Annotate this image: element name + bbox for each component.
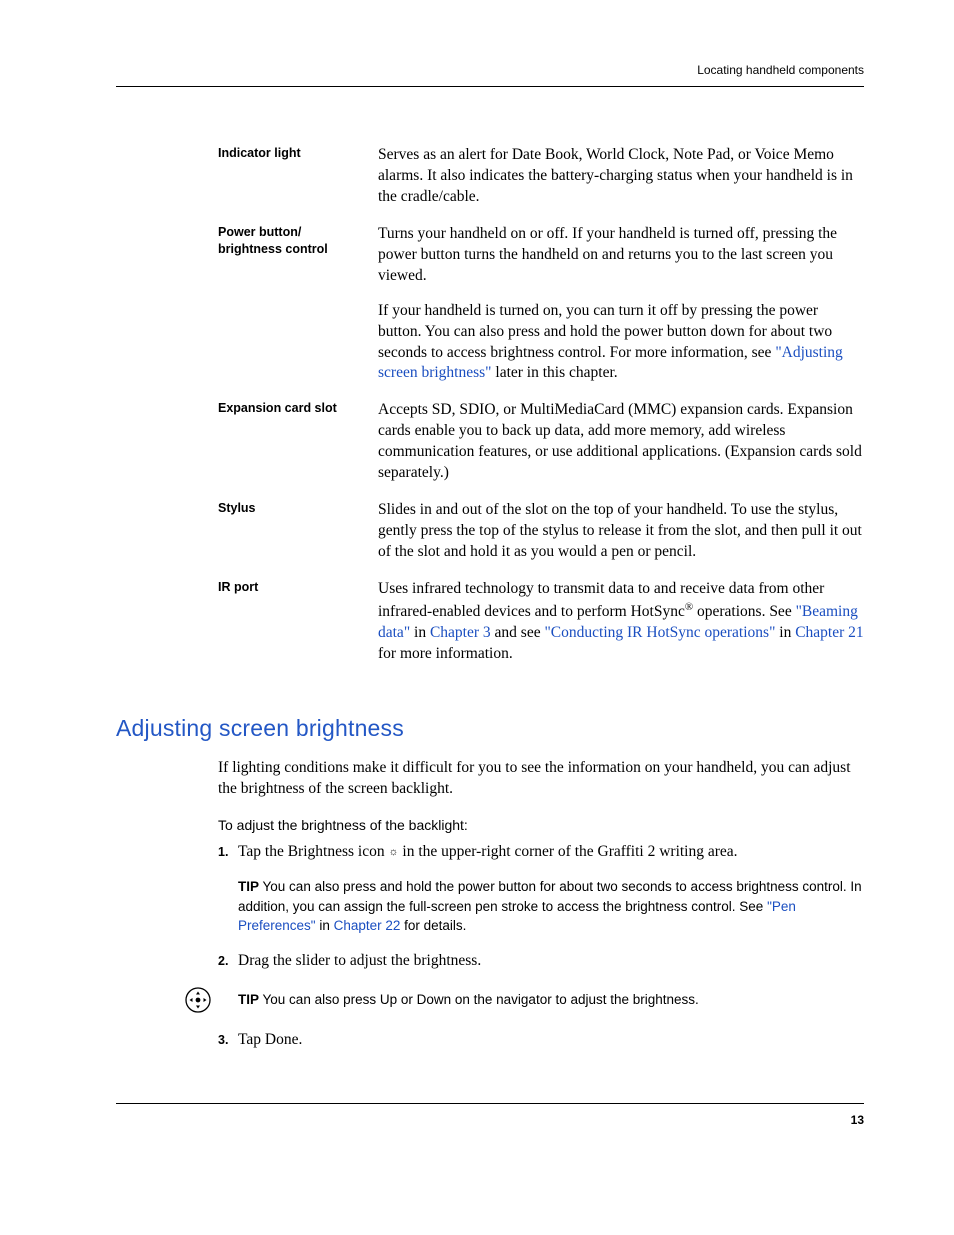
- definition-term: Power button/brightness control: [218, 224, 378, 400]
- definition-paragraph: Slides in and out of the slot on the top…: [378, 500, 864, 563]
- definition-body: Accepts SD, SDIO, or MultiMediaCard (MMC…: [378, 400, 864, 500]
- definition-row: Power button/brightness controlTurns you…: [218, 224, 864, 400]
- definition-paragraph: Serves as an alert for Date Book, World …: [378, 145, 864, 208]
- definition-term: IR port: [218, 579, 378, 681]
- text-run: for details.: [400, 918, 466, 933]
- header-rule: [116, 86, 864, 87]
- definition-row: IR portUses infrared technology to trans…: [218, 579, 864, 681]
- cross-reference-link[interactable]: "Conducting IR HotSync operations": [544, 624, 775, 641]
- definitions-table: Indicator lightServes as an alert for Da…: [218, 145, 864, 681]
- cross-reference-link[interactable]: Chapter 21: [795, 624, 863, 641]
- text-run: operations. See: [693, 603, 795, 620]
- procedure-heading: To adjust the brightness of the backligh…: [218, 816, 864, 835]
- text-run: later in this chapter.: [492, 364, 618, 381]
- text-run: Serves as an alert for Date Book, World …: [378, 146, 853, 205]
- text-run: Accepts SD, SDIO, or MultiMediaCard (MMC…: [378, 401, 862, 481]
- definition-body: Serves as an alert for Date Book, World …: [378, 145, 864, 224]
- definition-row: Indicator lightServes as an alert for Da…: [218, 145, 864, 224]
- tip-label: TIP: [238, 879, 259, 894]
- definition-term: Indicator light: [218, 145, 378, 224]
- section-intro: If lighting conditions make it difficult…: [218, 758, 864, 800]
- tip-body: You can also press Up or Down on the nav…: [259, 992, 699, 1007]
- step-text: Tap Done.: [238, 1030, 864, 1051]
- section-heading: Adjusting screen brightness: [116, 713, 864, 744]
- page-number: 13: [116, 1112, 864, 1128]
- cross-reference-link[interactable]: Chapter 22: [334, 918, 401, 933]
- step-number: 3.: [218, 1030, 238, 1051]
- step-text: Drag the slider to adjust the brightness…: [238, 951, 864, 972]
- cross-reference-link[interactable]: Chapter 3: [430, 624, 491, 641]
- text-run: ☼: [388, 846, 398, 858]
- text-run: If your handheld is turned on, you can t…: [378, 302, 832, 361]
- text-run: ®: [685, 601, 693, 613]
- definition-row: Expansion card slotAccepts SD, SDIO, or …: [218, 400, 864, 500]
- step-text: Tap the Brightness icon ☼ in the upper-r…: [238, 842, 864, 863]
- text-run: in: [410, 624, 430, 641]
- text-run: Drag the slider to adjust the brightness…: [238, 952, 481, 969]
- definition-paragraph: Turns your handheld on or off. If your h…: [378, 224, 864, 287]
- definition-term: Expansion card slot: [218, 400, 378, 500]
- tip-text: TIP You can also press Up or Down on the…: [238, 986, 699, 1013]
- tip-block-1: TIP You can also press and hold the powe…: [238, 877, 864, 934]
- running-header: Locating handheld components: [116, 62, 864, 78]
- text-run: Tap Done.: [238, 1031, 302, 1048]
- definition-paragraph: If your handheld is turned on, you can t…: [378, 301, 864, 385]
- step-1: 1. Tap the Brightness icon ☼ in the uppe…: [218, 842, 864, 863]
- definition-body: Uses infrared technology to transmit dat…: [378, 579, 864, 681]
- text-run: in: [775, 624, 795, 641]
- text-run: in: [316, 918, 334, 933]
- footer-rule: [116, 1103, 864, 1104]
- text-run: Tap the Brightness icon: [238, 843, 388, 860]
- step-3: 3. Tap Done.: [218, 1030, 864, 1051]
- definition-row: StylusSlides in and out of the slot on t…: [218, 500, 864, 579]
- definition-term: Stylus: [218, 500, 378, 579]
- tip-row-2: TIP You can also press Up or Down on the…: [184, 986, 864, 1014]
- definition-paragraph: Uses infrared technology to transmit dat…: [378, 579, 864, 665]
- step-number: 2.: [218, 951, 238, 972]
- step-2: 2. Drag the slider to adjust the brightn…: [218, 951, 864, 972]
- definition-paragraph: Accepts SD, SDIO, or MultiMediaCard (MMC…: [378, 400, 864, 484]
- definition-body: Slides in and out of the slot on the top…: [378, 500, 864, 579]
- text-run: for more information.: [378, 645, 513, 662]
- text-run: Turns your handheld on or off. If your h…: [378, 225, 837, 284]
- definition-body: Turns your handheld on or off. If your h…: [378, 224, 864, 400]
- navigator-icon: [184, 986, 212, 1014]
- text-run: Slides in and out of the slot on the top…: [378, 501, 862, 560]
- tip-label: TIP: [238, 992, 259, 1007]
- text-run: in the upper-right corner of the Graffit…: [399, 843, 738, 860]
- step-number: 1.: [218, 842, 238, 863]
- text-run: and see: [491, 624, 545, 641]
